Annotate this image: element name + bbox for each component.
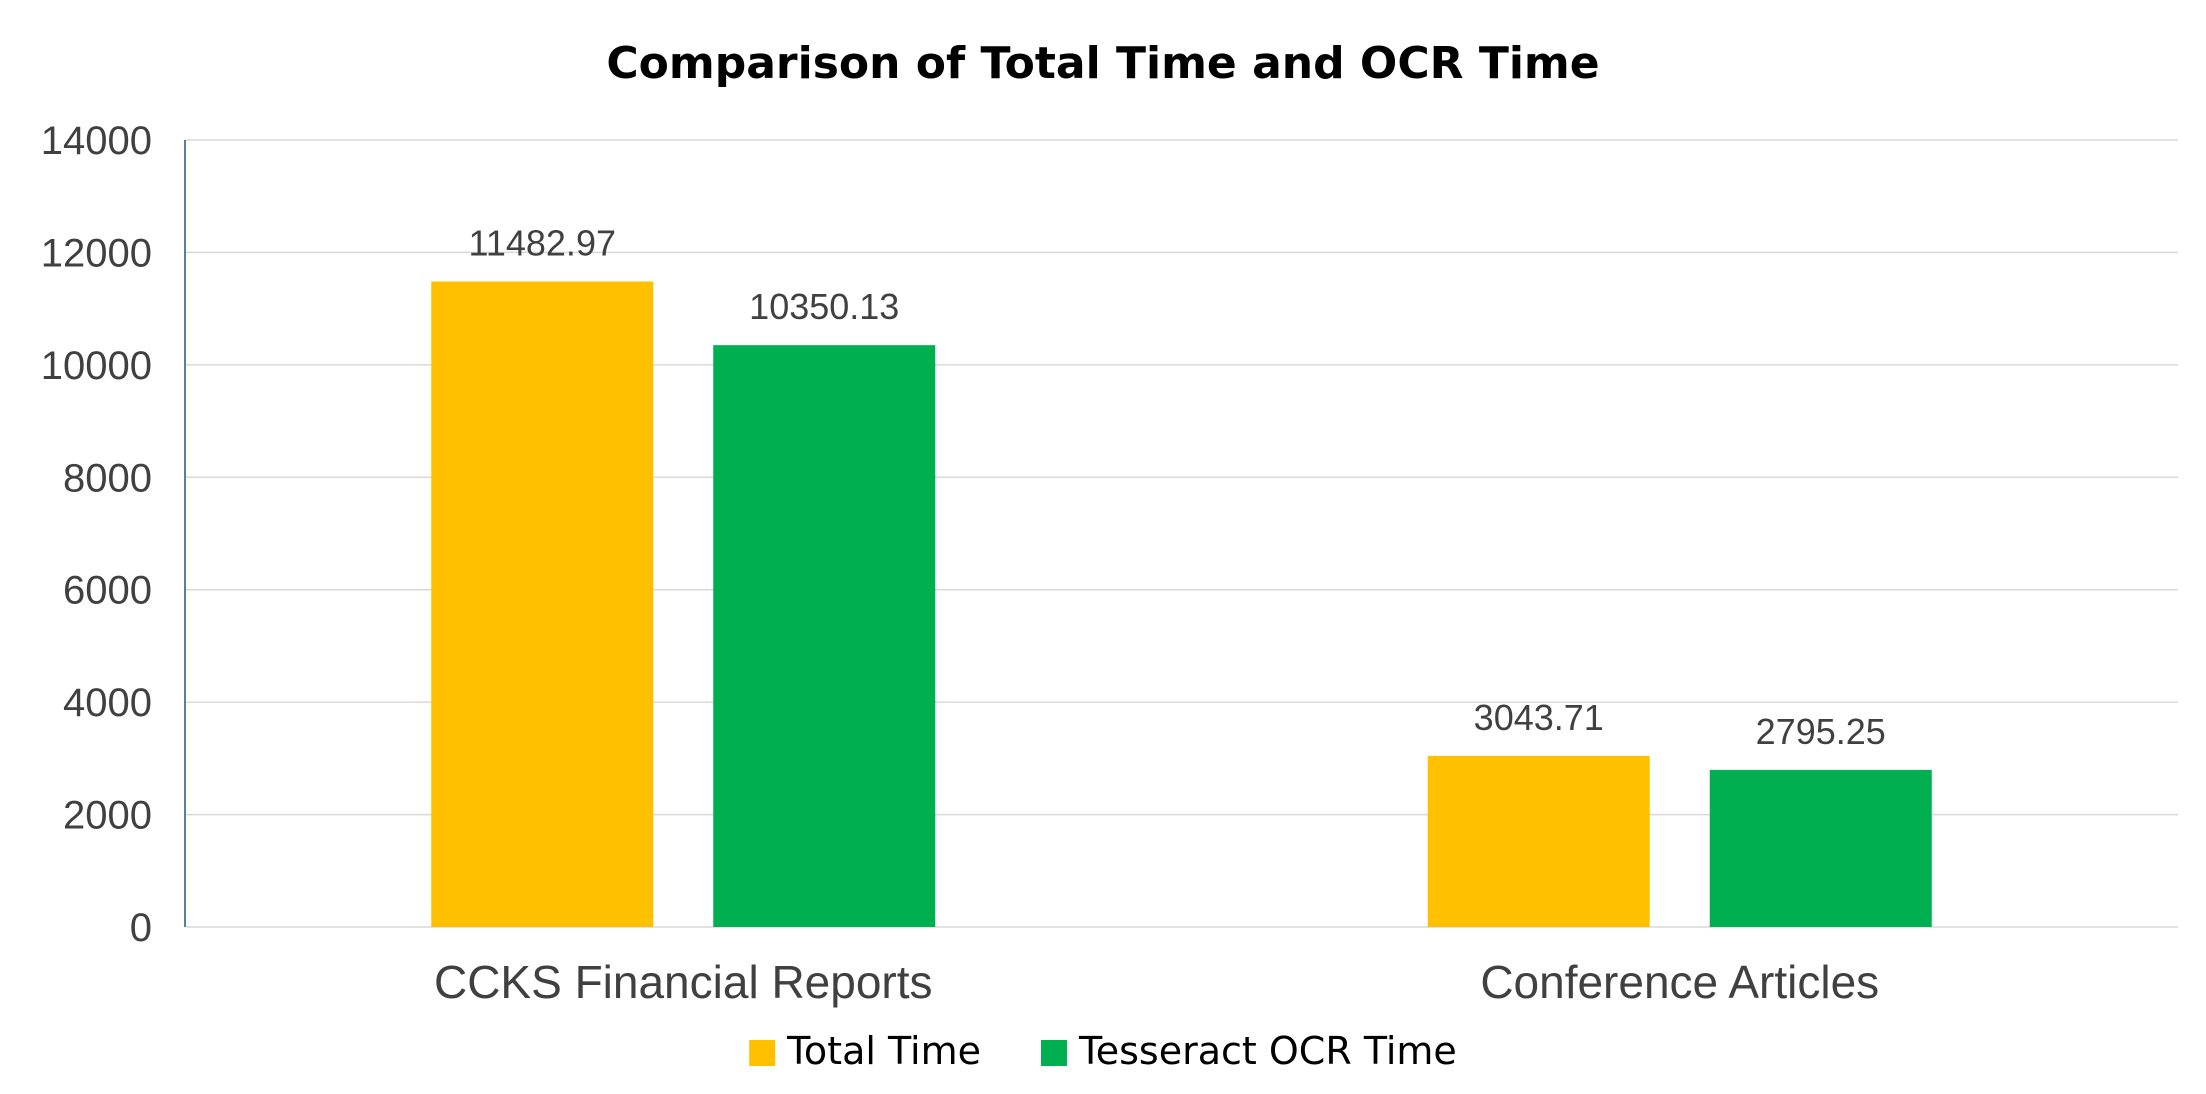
data-labels: 11482.97 10350.13 3043.71 2795.25 xyxy=(469,222,1886,751)
legend-swatch-total-time xyxy=(749,1040,776,1066)
x-tick-label-ccks-financial-reports: CCKS Financial Reports xyxy=(434,956,933,1008)
bar-tesseract-ocr-time-conference-articles xyxy=(1709,769,1932,927)
data-label-total-time-conference-articles: 3043.71 xyxy=(1474,697,1604,738)
bars xyxy=(431,281,1932,928)
data-label-total-time-ccks-financial-reports: 11482.97 xyxy=(469,222,616,263)
y-tick-label-14000: 14000 xyxy=(41,119,152,163)
y-tick-label-12000: 12000 xyxy=(41,231,152,275)
y-tick-label-0: 0 xyxy=(130,906,152,950)
x-tick-label-conference-articles: Conference Articles xyxy=(1480,956,1879,1008)
y-tick-label-8000: 8000 xyxy=(63,456,152,500)
y-tick-label-6000: 6000 xyxy=(63,569,152,613)
y-axis-ticks: 0 2000 4000 6000 8000 10000 12000 14000 xyxy=(41,119,152,950)
y-tick-label-4000: 4000 xyxy=(63,681,152,725)
legend-item-total-time: Total Time xyxy=(749,1029,981,1073)
legend-label-tesseract-ocr-time: Tesseract OCR Time xyxy=(1078,1029,1457,1073)
chart-title: Comparison of Total Time and OCR Time xyxy=(606,38,1599,89)
legend-swatch-tesseract-ocr-time xyxy=(1041,1040,1068,1066)
y-tick-label-10000: 10000 xyxy=(41,344,152,388)
y-tick-label-2000: 2000 xyxy=(63,794,152,838)
legend-label-total-time: Total Time xyxy=(786,1029,981,1073)
x-axis-ticks: CCKS Financial Reports Conference Article… xyxy=(434,956,1879,1008)
bar-total-time-conference-articles xyxy=(1427,755,1650,927)
legend-item-tesseract-ocr-time: Tesseract OCR Time xyxy=(1041,1029,1457,1073)
bar-total-time-ccks-financial-reports xyxy=(431,281,654,927)
bar-tesseract-ocr-time-ccks-financial-reports xyxy=(713,345,936,928)
data-label-tesseract-ocr-time-conference-articles: 2795.25 xyxy=(1756,711,1886,752)
legend: Total Time Tesseract OCR Time xyxy=(749,1029,1457,1073)
data-label-tesseract-ocr-time-ccks-financial-reports: 10350.13 xyxy=(749,286,899,327)
